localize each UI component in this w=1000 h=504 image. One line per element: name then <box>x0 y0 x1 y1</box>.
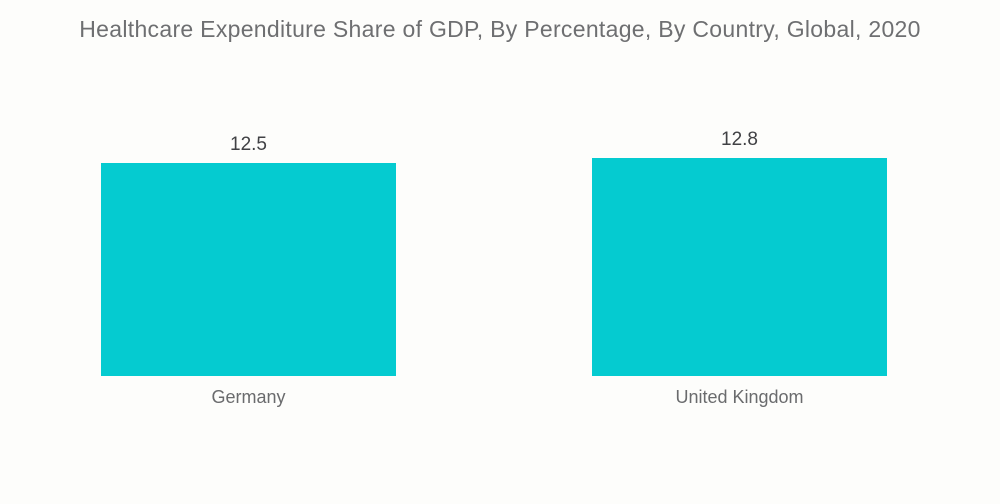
bar-value-label-germany: 12.5 <box>230 134 267 156</box>
bar-group-germany: 12.5 <box>101 134 396 376</box>
bar-united-kingdom <box>592 158 887 376</box>
chart-title: Healthcare Expenditure Share of GDP, By … <box>79 16 921 42</box>
category-label-united-kingdom: United Kingdom <box>675 387 804 407</box>
bar-group-united-kingdom: 12.8 <box>592 129 887 376</box>
category-label-germany: Germany <box>211 387 286 407</box>
bar-value-label-united-kingdom: 12.8 <box>721 129 758 151</box>
bar-germany <box>101 163 396 376</box>
